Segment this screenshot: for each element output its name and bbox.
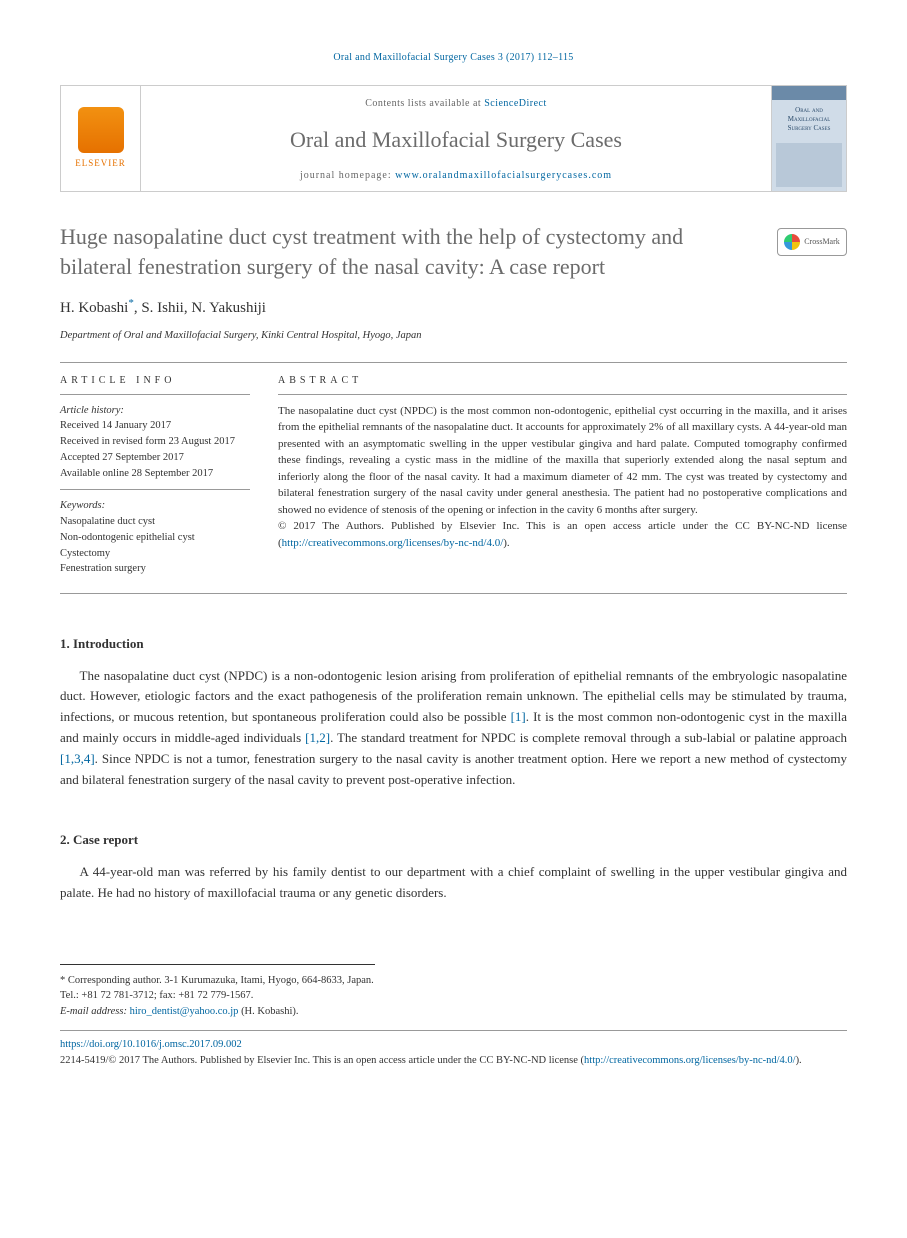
homepage-line: journal homepage: www.oralandmaxillofaci… xyxy=(151,168,761,183)
elsevier-logo: ELSEVIER xyxy=(61,86,141,191)
copyright-close: ). xyxy=(796,1055,802,1066)
email-link[interactable]: hiro_dentist@yahoo.co.jp xyxy=(130,1006,239,1017)
keyword: Fenestration surgery xyxy=(60,563,146,574)
license-link[interactable]: http://creativecommons.org/licenses/by-n… xyxy=(282,537,504,549)
keyword: Cystectomy xyxy=(60,548,110,559)
affiliation: Department of Oral and Maxillofacial Sur… xyxy=(60,328,847,344)
article-info-column: ARTICLE INFO Article history: Received 1… xyxy=(60,363,250,586)
abstract-text: The nasopalatine duct cyst (NPDC) is the… xyxy=(278,395,847,552)
journal-title: Oral and Maxillofacial Surgery Cases xyxy=(151,123,761,156)
date-received: Received 14 January 2017 xyxy=(60,420,171,431)
case-heading: 2. Case report xyxy=(60,830,847,850)
citation-link[interactable]: [1] xyxy=(511,709,526,724)
crossmark-label: CrossMark xyxy=(804,236,840,248)
article-info-label: ARTICLE INFO xyxy=(60,363,250,394)
date-accepted: Accepted 27 September 2017 xyxy=(60,452,184,463)
divider xyxy=(60,593,847,594)
case-paragraph: A 44-year-old man was referred by his fa… xyxy=(60,862,847,904)
abstract-copyright-close: ). xyxy=(503,537,509,549)
email-label: E-mail address: xyxy=(60,1006,130,1017)
keywords-heading: Keywords: xyxy=(60,500,105,511)
email-suffix: (H. Kobashi). xyxy=(238,1006,298,1017)
date-online: Available online 28 September 2017 xyxy=(60,468,213,479)
date-revised: Received in revised form 23 August 2017 xyxy=(60,436,235,447)
citation-link[interactable]: [1,2] xyxy=(305,730,330,745)
contents-line: Contents lists available at ScienceDirec… xyxy=(151,96,761,111)
citation-link[interactable]: [1,3,4] xyxy=(60,751,95,766)
author-first: H. Kobashi xyxy=(60,300,128,316)
intro-paragraph: The nasopalatine duct cyst (NPDC) is a n… xyxy=(60,666,847,791)
keywords-block: Keywords: Nasopalatine duct cyst Non-odo… xyxy=(60,490,250,585)
doi-line: https://doi.org/10.1016/j.omsc.2017.09.0… xyxy=(60,1037,847,1053)
corresponding-author-note: * Corresponding author. 3-1 Kurumazuka, … xyxy=(60,973,375,1005)
article-title: Huge nasopalatine duct cyst treatment wi… xyxy=(60,222,757,281)
footnotes: * Corresponding author. 3-1 Kurumazuka, … xyxy=(60,964,375,1005)
intro-text: . Since NPDC is not a tumor, fenestratio… xyxy=(60,751,847,787)
info-abstract-row: ARTICLE INFO Article history: Received 1… xyxy=(60,363,847,586)
crossmark-icon xyxy=(784,234,800,250)
authors-rest: , S. Ishii, N. Yakushiji xyxy=(134,300,266,316)
elsevier-label: ELSEVIER xyxy=(75,157,126,171)
homepage-prefix: journal homepage: xyxy=(300,170,395,181)
article-history: Article history: Received 14 January 201… xyxy=(60,395,250,490)
authors-line: H. Kobashi*, S. Ishii, N. Yakushiji xyxy=(60,295,847,320)
history-heading: Article history: xyxy=(60,405,124,416)
doi-link[interactable]: https://doi.org/10.1016/j.omsc.2017.09.0… xyxy=(60,1039,242,1050)
footer-divider xyxy=(60,1030,847,1031)
keyword: Nasopalatine duct cyst xyxy=(60,516,155,527)
introduction-section: 1. Introduction The nasopalatine duct cy… xyxy=(60,634,847,790)
abstract-label: ABSTRACT xyxy=(278,363,847,394)
intro-text: . The standard treatment for NPDC is com… xyxy=(330,730,847,745)
keyword: Non-odontogenic epithelial cyst xyxy=(60,532,195,543)
crossmark-badge[interactable]: CrossMark xyxy=(777,228,847,256)
page-container: Oral and Maxillofacial Surgery Cases 3 (… xyxy=(0,0,907,1108)
journal-reference: Oral and Maxillofacial Surgery Cases 3 (… xyxy=(60,50,847,65)
journal-cover-thumbnail: Oral and Maxillofacial Surgery Cases xyxy=(771,86,846,191)
intro-heading: 1. Introduction xyxy=(60,634,847,654)
abstract-column: ABSTRACT The nasopalatine duct cyst (NPD… xyxy=(278,363,847,586)
cover-journal-title: Oral and Maxillofacial Surgery Cases xyxy=(772,100,846,139)
copyright-footer: 2214-5419/© 2017 The Authors. Published … xyxy=(60,1053,847,1069)
copyright-text: 2214-5419/© 2017 The Authors. Published … xyxy=(60,1055,584,1066)
email-line: E-mail address: hiro_dentist@yahoo.co.jp… xyxy=(60,1004,847,1020)
cover-image-area xyxy=(776,143,842,187)
case-report-section: 2. Case report A 44-year-old man was ref… xyxy=(60,830,847,903)
cover-top-bar xyxy=(772,86,846,100)
header-center: Contents lists available at ScienceDirec… xyxy=(141,86,771,191)
elsevier-tree-icon xyxy=(78,107,124,153)
contents-prefix: Contents lists available at xyxy=(365,98,484,109)
homepage-link[interactable]: www.oralandmaxillofacialsurgerycases.com xyxy=(395,170,612,181)
title-row: Huge nasopalatine duct cyst treatment wi… xyxy=(60,222,847,281)
sciencedirect-link[interactable]: ScienceDirect xyxy=(484,98,547,109)
license-link[interactable]: http://creativecommons.org/licenses/by-n… xyxy=(584,1055,796,1066)
abstract-body: The nasopalatine duct cyst (NPDC) is the… xyxy=(278,405,847,516)
journal-header-box: ELSEVIER Contents lists available at Sci… xyxy=(60,85,847,192)
